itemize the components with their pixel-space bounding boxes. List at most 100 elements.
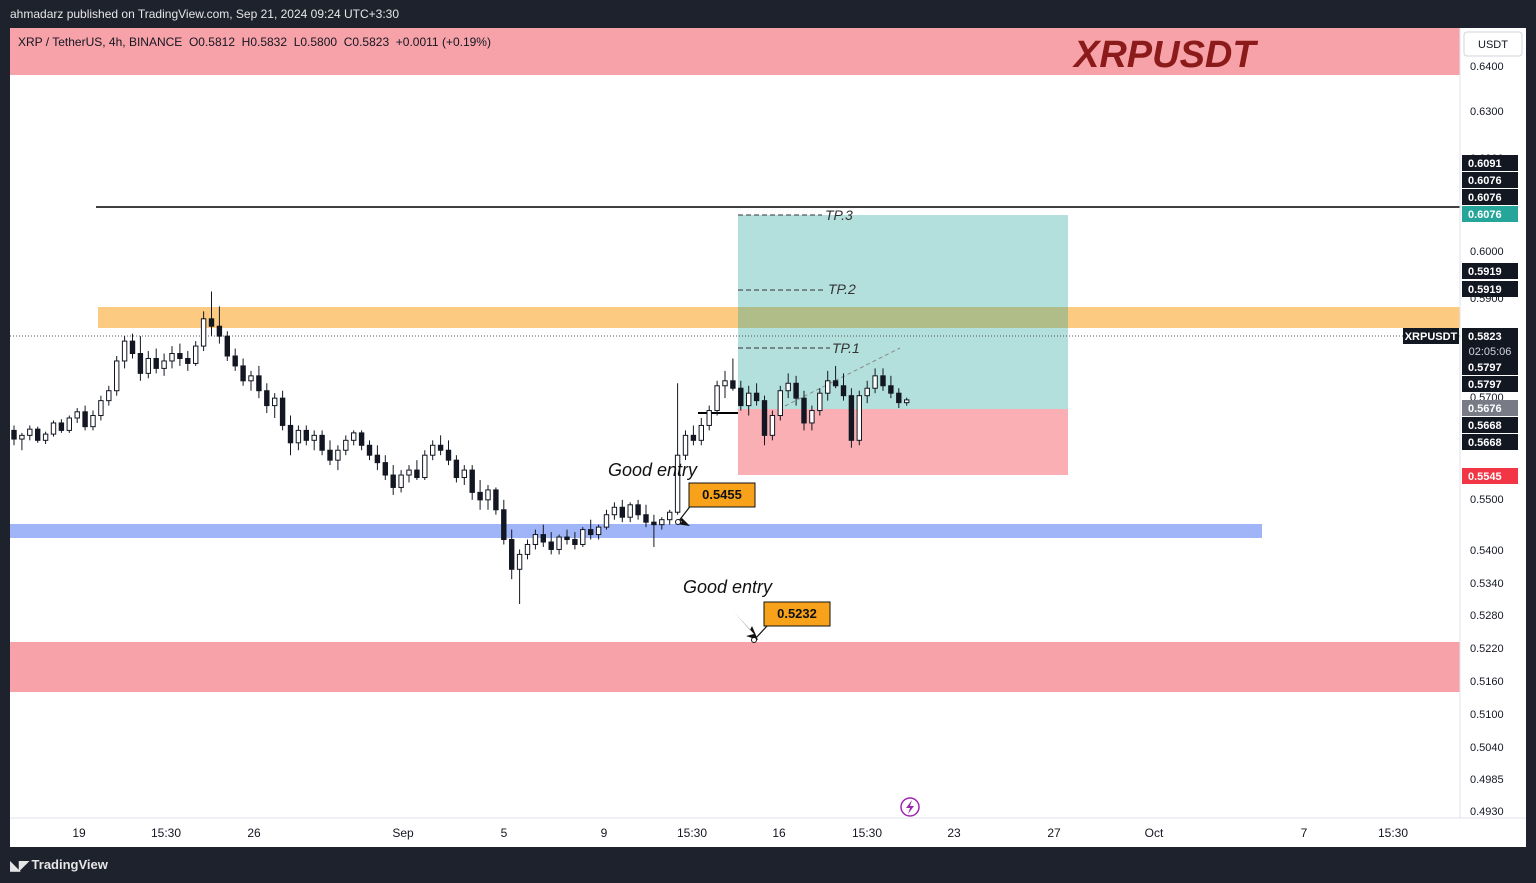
price-chart[interactable]: TP.3 TP.2 TP.1 Good entry Good entry 0.5… — [10, 28, 1526, 847]
candle-up — [532, 534, 539, 545]
candle-down — [564, 536, 570, 541]
price-tag-label: 0.5797 — [1468, 379, 1502, 391]
price-tag-label: 0.5545 — [1468, 471, 1502, 483]
price-tag-label: 0.5797 — [1468, 362, 1502, 374]
price-tag-label: 0.5676 — [1468, 403, 1502, 415]
time-tick-label: 9 — [601, 826, 608, 840]
candle-down — [374, 454, 381, 464]
tradingview-logo-icon: ◣◤ — [10, 857, 29, 873]
candle-up — [145, 357, 152, 374]
candle-up — [406, 469, 412, 476]
footer: ◣◤ TradingView — [0, 847, 1536, 883]
candle-up — [856, 395, 862, 441]
candle-down — [540, 534, 546, 543]
countdown-tag — [1462, 344, 1518, 359]
candle-up — [50, 422, 57, 435]
currency-button[interactable] — [1463, 31, 1523, 57]
candle-up — [872, 375, 878, 389]
candle-down — [185, 357, 191, 364]
candle-down — [216, 325, 223, 337]
candle-up — [667, 511, 673, 521]
candle-down — [58, 422, 65, 431]
time-tick-label: 15:30 — [677, 826, 707, 840]
support-zone — [10, 642, 1460, 692]
candle-up — [485, 489, 491, 501]
candle-up — [335, 449, 341, 461]
tp2-label: TP.2 — [828, 281, 856, 297]
price-tick-label: 0.5160 — [1470, 676, 1504, 688]
price-tick-label: 0.5280 — [1470, 610, 1504, 622]
candle-down — [840, 385, 847, 397]
candle-up — [603, 514, 610, 528]
price-tags: 0.6091 0.6076 0.6076 0.6076 0.5919 0.5919 0.58… — [1462, 155, 1518, 484]
time-tick-label: 16 — [772, 826, 786, 840]
callout-box-2 — [763, 601, 831, 627]
price-axis[interactable]: 0.64000.63000.62000.60000.59000.57000.55… — [1470, 61, 1504, 818]
candle-up — [121, 340, 128, 362]
resistance-zone — [10, 28, 1460, 75]
candle-down — [153, 357, 159, 369]
price-tag — [1462, 468, 1518, 484]
price-tick-label: 0.6000 — [1470, 246, 1504, 258]
candle-up — [106, 390, 112, 402]
candle-up — [98, 400, 104, 417]
price-tag — [1462, 417, 1518, 433]
candle-up — [343, 439, 349, 451]
candle-up — [580, 529, 586, 545]
time-axis[interactable]: 19 15:30 26 Sep 5 9 15:30 16 15:30 23 27 Oct 7 15:30 — [72, 826, 1408, 840]
candlesticks[interactable] — [11, 291, 910, 604]
price-tag-label: 0.6076 — [1468, 175, 1502, 187]
good-entry-label-1: Good entry — [608, 460, 698, 480]
candle-down — [469, 469, 475, 493]
candle-up — [682, 434, 689, 456]
lightning-icon[interactable] — [900, 797, 920, 817]
chart-frame[interactable]: TP.3 TP.2 TP.1 Good entry Good entry 0.5… — [10, 28, 1526, 847]
candle-down — [738, 387, 744, 407]
candle-up — [27, 428, 33, 436]
candle-up — [556, 536, 562, 550]
price-tag-label: 0.5919 — [1468, 284, 1502, 296]
candle-down — [366, 444, 373, 456]
candle-up — [611, 506, 618, 516]
arrow-down-icon — [662, 502, 690, 526]
candle-up — [114, 360, 120, 392]
time-tick-label: 15:30 — [852, 826, 882, 840]
candle-up — [295, 429, 302, 444]
time-tick-label: Oct — [1145, 826, 1164, 840]
candle-up — [461, 469, 468, 479]
price-tag — [1462, 155, 1518, 171]
candle-down — [793, 382, 799, 399]
candle-down — [651, 521, 657, 526]
candle-down — [619, 506, 625, 518]
candle-up — [825, 380, 831, 394]
candle-up — [161, 360, 167, 369]
price-tick-label: 0.6400 — [1470, 61, 1504, 73]
candle-up — [422, 454, 428, 479]
candle-down — [177, 353, 183, 359]
tradingview-logo[interactable]: ◣◤ TradingView — [10, 847, 108, 883]
published-text: ahmadarz published on TradingView.com, S… — [10, 7, 400, 21]
candle-up — [595, 526, 602, 536]
candle-down — [445, 449, 452, 461]
candle-down — [477, 491, 483, 501]
candle-down — [208, 318, 215, 327]
callout-text-1: 0.5455 — [702, 487, 742, 502]
candle-up — [864, 387, 870, 397]
price-tag-label: 0.5823 — [1468, 331, 1502, 343]
candle-up — [90, 415, 96, 428]
time-tick-label: 27 — [1047, 826, 1061, 840]
price-tag — [1462, 281, 1518, 297]
price-tag — [1462, 400, 1518, 416]
candle-down — [224, 335, 231, 357]
tp3-label: TP.3 — [825, 207, 853, 223]
candle-down — [888, 385, 894, 394]
candle-down — [390, 474, 396, 488]
candle-down — [896, 392, 902, 404]
candle-down — [753, 392, 760, 402]
ohlc-legend[interactable]: XRP / TetherUS, 4h, BINANCE O0.5812 H0.5… — [18, 35, 491, 49]
candle-up — [777, 390, 783, 417]
candle-down — [501, 509, 507, 541]
candle-down — [279, 397, 286, 426]
candle-down — [453, 459, 460, 479]
candle-up — [169, 353, 175, 362]
